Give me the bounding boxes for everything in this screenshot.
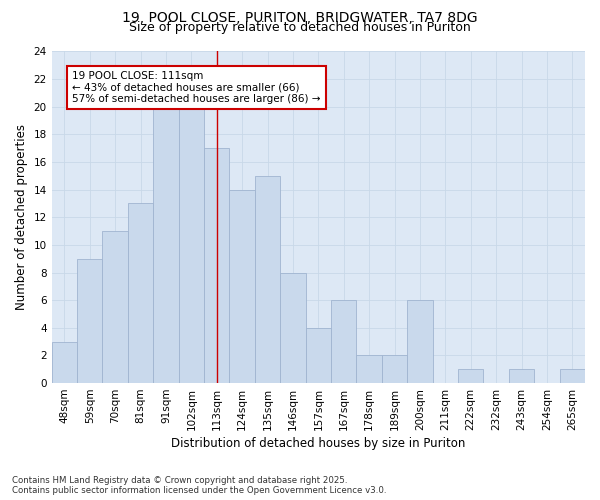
- Bar: [382, 356, 407, 383]
- Y-axis label: Number of detached properties: Number of detached properties: [15, 124, 28, 310]
- Text: Contains HM Land Registry data © Crown copyright and database right 2025.
Contai: Contains HM Land Registry data © Crown c…: [12, 476, 386, 495]
- Bar: [229, 190, 255, 383]
- Bar: [560, 370, 585, 383]
- Bar: [52, 342, 77, 383]
- Bar: [407, 300, 433, 383]
- Bar: [458, 370, 484, 383]
- Bar: [356, 356, 382, 383]
- Bar: [255, 176, 280, 383]
- Bar: [77, 258, 103, 383]
- X-axis label: Distribution of detached houses by size in Puriton: Distribution of detached houses by size …: [171, 437, 466, 450]
- Bar: [179, 107, 204, 383]
- Bar: [509, 370, 534, 383]
- Bar: [128, 204, 153, 383]
- Text: 19, POOL CLOSE, PURITON, BRIDGWATER, TA7 8DG: 19, POOL CLOSE, PURITON, BRIDGWATER, TA7…: [122, 11, 478, 25]
- Bar: [331, 300, 356, 383]
- Text: Size of property relative to detached houses in Puriton: Size of property relative to detached ho…: [129, 21, 471, 34]
- Bar: [280, 272, 305, 383]
- Bar: [204, 148, 229, 383]
- Bar: [103, 231, 128, 383]
- Bar: [153, 107, 179, 383]
- Text: 19 POOL CLOSE: 111sqm
← 43% of detached houses are smaller (66)
57% of semi-deta: 19 POOL CLOSE: 111sqm ← 43% of detached …: [72, 71, 320, 104]
- Bar: [305, 328, 331, 383]
